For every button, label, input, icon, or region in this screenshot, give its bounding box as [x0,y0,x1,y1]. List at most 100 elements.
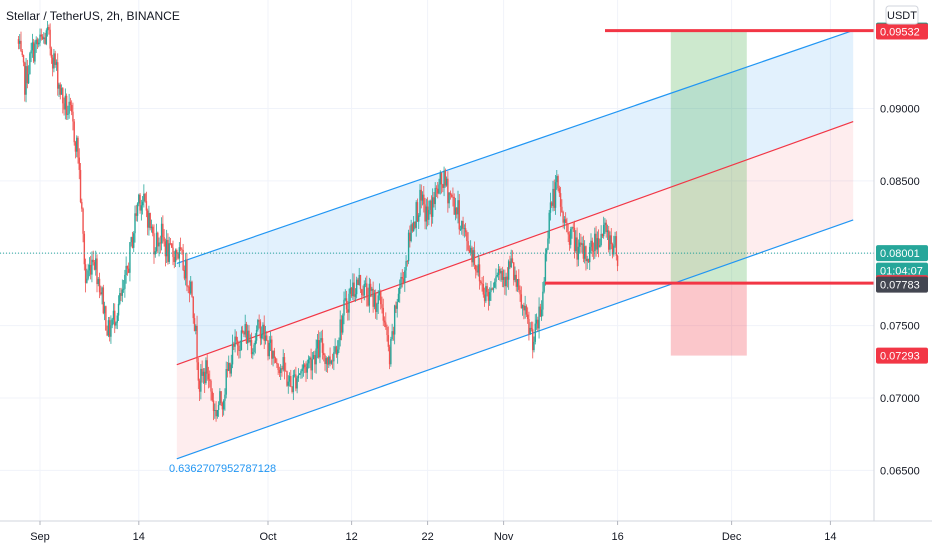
candle-body [248,330,250,343]
candle-body [524,306,526,311]
candle-body [505,276,507,287]
candle-body [350,287,353,297]
candle-body [262,324,264,335]
candle-body [198,380,201,392]
candle-body [164,241,167,257]
candle-body [539,306,542,317]
candle-body [91,259,93,275]
candle-body [570,229,572,245]
candle-body [300,371,302,374]
candle-body [159,242,162,244]
candle-body [583,246,586,259]
candle-body [323,352,325,356]
candle-body [415,202,417,228]
candle-body [499,269,501,274]
level-marker-label: 0.07783 [880,280,920,292]
candle-body [281,368,283,370]
last-price-marker [876,245,928,262]
candle-body [442,184,444,188]
candle-body [268,342,270,357]
candle-body [103,306,106,314]
candle-body [217,405,220,410]
candle-body [111,319,113,326]
candle-body [596,238,599,250]
price-tick-label: 0.08500 [880,176,920,188]
candle-body [49,29,51,49]
candle-body [471,247,473,263]
channel-upper-line [176,29,854,264]
candle-body [188,286,191,294]
candle-body [115,322,117,326]
candle-body [373,293,376,307]
candle-body [92,259,94,263]
candle-body [439,172,441,185]
candle-body [376,303,378,312]
candle-body [490,288,492,293]
time-axis[interactable]: Sep 14 Oct 12 22 Nov 16 Dec 14 [30,521,837,543]
candle-body [576,237,578,260]
candle-body [329,356,331,364]
candle-body [38,42,40,45]
candle-body [174,250,177,263]
candle-body [402,278,405,283]
candle-body [59,84,61,95]
candle-body [358,274,360,285]
candle-body [528,319,530,335]
currency-badge[interactable]: USDT [885,5,919,25]
candle-body [586,258,588,262]
price-markers: 0.095380.095320.0800101:04:070.077940.07… [876,22,928,364]
candle-body [502,277,505,280]
candle-body [496,274,498,277]
candle-body [301,368,303,372]
candle-body [420,189,422,201]
position-loss-zone[interactable] [670,283,747,356]
candle-body [429,200,431,210]
candle-body [339,319,341,341]
candle-body [544,253,547,282]
candle-body [317,340,320,358]
candle-body [97,278,99,285]
candle-body [425,206,428,222]
candle-body [414,221,416,228]
candle-body [105,306,107,331]
candle-body [272,350,274,359]
candle-body [79,169,82,203]
candle-body [266,335,268,341]
candle-body [95,258,97,270]
candle-body [76,137,78,152]
candle-body [367,297,369,306]
candle-body [476,270,478,273]
candle-body [336,349,339,355]
candle-body [545,249,548,254]
candle-body [305,367,307,373]
candle-body [352,282,354,297]
candle-body [492,287,495,290]
candle-body [326,358,329,365]
candle-body [486,286,488,293]
candle-body [286,371,288,386]
position-profit-zone[interactable] [670,31,747,284]
candle-body [263,324,265,341]
candle-body [418,215,420,222]
candle-body [369,283,372,291]
candle-body [269,339,272,343]
candle-body [571,227,573,230]
candle-body [93,262,96,270]
candle-body [548,212,550,239]
candle-body [480,281,482,284]
candle-body [540,309,543,317]
candle-body [366,283,368,298]
candle-body [396,301,398,309]
countdown-marker [876,262,928,279]
candle-body [259,321,262,339]
candle-body [48,27,50,30]
candle-body [482,284,485,295]
candle-body [200,368,202,392]
candle-body [385,322,387,328]
candle-body [421,194,424,201]
candle-body [530,327,533,330]
candles[interactable] [17,20,619,422]
candle-body [124,274,126,289]
fib-label: 0.6362707952787128 [169,463,276,475]
candle-body [58,84,60,89]
